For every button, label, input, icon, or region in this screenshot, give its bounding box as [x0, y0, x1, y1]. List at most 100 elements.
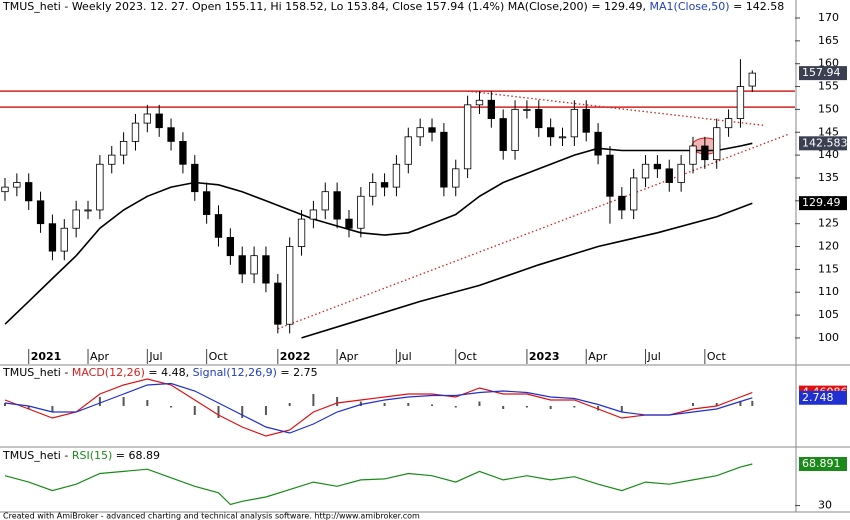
moving-average [4, 142, 753, 325]
pane-title: TMUS_heti - MACD(12,26) = 4.48, Signal(1… [2, 366, 318, 379]
x-tick-label: Oct [707, 350, 727, 363]
ma-label-box [799, 196, 847, 211]
title-part: = 2.75 [277, 366, 318, 379]
candle-body [535, 109, 543, 129]
candle-body [582, 109, 590, 133]
candle-body [689, 145, 697, 165]
candle-body [665, 168, 673, 183]
candle-body [262, 255, 270, 284]
x-tick-label: Jul [397, 350, 411, 363]
y-tick-label: 135 [818, 171, 839, 184]
candle-body [523, 109, 531, 111]
candle-body [36, 200, 45, 225]
candle-body [48, 223, 57, 252]
candle-body [214, 214, 223, 238]
candle-body [594, 131, 602, 156]
title-part: = 68.89 [112, 449, 160, 462]
trendline [467, 90, 765, 127]
x-tick-label: Jul [148, 350, 162, 363]
candle-body [60, 227, 68, 252]
x-tick-label: 2021 [31, 350, 62, 363]
y-tick-label: 125 [818, 217, 839, 230]
y-tick-label: 105 [818, 308, 839, 321]
candle-body [463, 104, 472, 170]
title-part: Signal(12,26,9) [193, 366, 277, 379]
candle-body [369, 182, 377, 197]
trendline [277, 133, 789, 330]
candle-body [416, 127, 424, 138]
candle-body [297, 218, 306, 247]
candle-body [143, 113, 151, 124]
candle-body [167, 127, 175, 142]
candle-body [487, 99, 495, 119]
candle-body [618, 195, 626, 211]
candle-body [404, 136, 412, 165]
candle-body [713, 127, 721, 161]
indicator-line [4, 378, 753, 437]
candle-body [392, 163, 401, 188]
candle-body [440, 131, 448, 188]
candle-body [202, 191, 211, 215]
moving-average [301, 202, 753, 339]
x-tick-label: 2022 [280, 350, 311, 363]
title-part: TMUS_heti - [2, 366, 72, 379]
footer: Created with AmiBroker - advanced charti… [3, 512, 420, 520]
candle-body [179, 141, 187, 165]
candle-body [333, 191, 341, 220]
y-tick-label: 155 [818, 80, 839, 93]
candle-body [1, 186, 9, 193]
y-tick-label: 100 [818, 331, 839, 344]
candle-body [380, 182, 389, 188]
ma-label: 129.49 [802, 196, 841, 209]
candle-body [119, 141, 128, 156]
candle-body [641, 163, 650, 179]
y-tick-label: 140 [818, 148, 839, 161]
x-tick-label: Oct [209, 350, 229, 363]
title-part: = 129.49, [588, 0, 650, 13]
title-part: = 4.48, [145, 366, 193, 379]
candle-body [452, 168, 460, 188]
candle-body [250, 255, 258, 275]
y-tick-label: 120 [818, 240, 839, 253]
candle-body [606, 154, 614, 197]
candle-body [748, 72, 756, 87]
indicator-label: 68.891 [802, 457, 841, 470]
title-part: TMUS_heti - Weekly 2023. 12. 27. Open 15… [2, 0, 508, 13]
candle-body [155, 113, 163, 129]
indicator-line [4, 463, 753, 506]
candle-body [475, 99, 484, 106]
y-tick-label: 145 [818, 125, 839, 138]
y-tick-label: 165 [818, 34, 839, 47]
candle-body [511, 109, 519, 151]
x-tick-label: Jul [647, 350, 661, 363]
x-tick-label: Apr [90, 350, 110, 363]
title-part: TMUS_heti - [2, 449, 72, 462]
candle-body [108, 154, 116, 165]
candle-body [724, 118, 733, 129]
ma-label-box [799, 136, 847, 151]
candle-body [630, 177, 638, 211]
candle-body [25, 182, 33, 202]
pane-title: TMUS_heti - Weekly 2023. 12. 27. Open 15… [2, 0, 784, 13]
candle-body [84, 209, 92, 212]
candle-body [677, 163, 685, 183]
close-label: 157.94 [802, 66, 841, 79]
candle-body [701, 145, 709, 161]
indicator-label: 2.748 [802, 391, 834, 404]
indicator-line [4, 382, 753, 434]
x-tick-label: Apr [588, 350, 608, 363]
title-part: = 142.58 [730, 0, 785, 13]
candle-body [274, 282, 282, 325]
indicator-label-box [799, 390, 847, 405]
y-tick-label: 110 [818, 285, 839, 298]
candle-body [736, 86, 745, 119]
ma-label: 142.583 [802, 136, 848, 149]
title-part: MA1(Close,50) [650, 0, 730, 13]
candle-body [357, 195, 365, 229]
indicator-label-box [799, 457, 847, 472]
close-label-box [799, 66, 847, 81]
y-tick-label: 170 [818, 11, 839, 24]
candle-body [131, 122, 140, 142]
